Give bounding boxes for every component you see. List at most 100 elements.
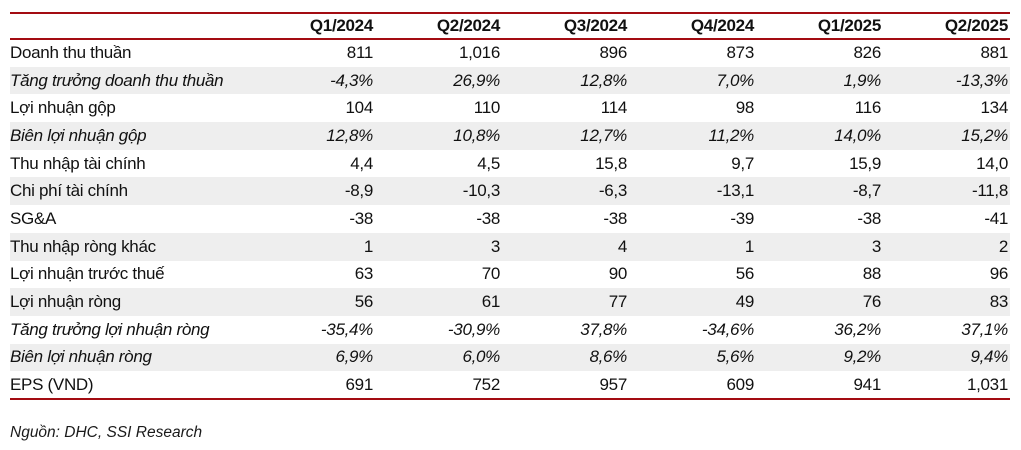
cell-value: 104 <box>345 98 374 118</box>
cell-value: 88 <box>862 264 882 284</box>
cell-value: 896 <box>599 43 628 63</box>
cell-value: -34,6% <box>701 319 754 339</box>
cell-value: 36,2% <box>834 319 881 339</box>
cell-value: 1 <box>363 236 373 256</box>
cell-value: 56 <box>735 264 755 284</box>
cell-value: -10,3 <box>462 181 501 201</box>
cell-value: 12,8% <box>580 70 627 90</box>
row-label: Doanh thu thuần <box>10 43 132 63</box>
cell-value: 4 <box>617 236 627 256</box>
cell-value: 14,0 <box>976 153 1008 173</box>
cell-value: 5,6% <box>716 347 754 367</box>
table-row: Thu nhập tài chính 4,4 4,5 15,8 9,7 15,9 14,0 <box>10 150 1010 178</box>
cell-value: 98 <box>735 98 755 118</box>
cell-value: 1 <box>744 236 754 256</box>
row-label: Thu nhập ròng khác <box>10 236 156 256</box>
cell-value: 2 <box>998 236 1008 256</box>
cell-value: 26,9% <box>453 70 500 90</box>
cell-value: 957 <box>599 374 628 394</box>
cell-value: 110 <box>473 98 501 118</box>
cell-value: -35,4% <box>320 319 373 339</box>
row-label: SG&A <box>10 208 57 228</box>
cell-value: -30,9% <box>447 319 500 339</box>
table-row: Biên lợi nhuận gộp 12,8% 10,8% 12,7% 11,2% 14… <box>10 122 1010 150</box>
row-label: Biên lợi nhuận gộp <box>10 125 147 145</box>
table-row: Lợi nhuận gộp 104 110 114 98 116 134 <box>10 94 1010 122</box>
row-label: Lợi nhuận gộp <box>10 98 116 118</box>
cell-value: 4,5 <box>477 153 500 173</box>
cell-value: 7,0% <box>716 70 754 90</box>
cell-value: -8,9 <box>344 181 373 201</box>
cell-value: -13,3% <box>955 70 1008 90</box>
column-header: Q1/2025 <box>817 15 881 35</box>
row-label: Tăng trưởng lợi nhuận ròng <box>10 319 210 339</box>
cell-value: 1,9% <box>843 70 881 90</box>
cell-value: 37,8% <box>580 319 627 339</box>
cell-value: 609 <box>726 374 755 394</box>
table-row: Lợi nhuận trước thuế 63 70 90 56 88 96 <box>10 261 1010 289</box>
cell-value: -38 <box>349 208 373 228</box>
cell-value: 77 <box>608 292 628 312</box>
cell-value: 15,9 <box>849 153 881 173</box>
cell-value: 49 <box>735 292 755 312</box>
cell-value: 873 <box>726 43 755 63</box>
table-body: Doanh thu thuần 811 1,016 896 873 826 881 Tăng … <box>10 39 1010 399</box>
source-note: Nguồn: DHC, SSI Research <box>10 424 203 441</box>
cell-value: 811 <box>346 43 374 63</box>
cell-value: 116 <box>854 98 882 118</box>
row-label: Thu nhập tài chính <box>10 153 146 173</box>
cell-value: -13,1 <box>716 181 755 201</box>
column-header: Q2/2025 <box>944 15 1008 35</box>
cell-value: 114 <box>600 98 628 118</box>
cell-value: 9,4% <box>970 347 1008 367</box>
table-row: Tăng trưởng lợi nhuận ròng -35,4% -30,9% 37… <box>10 316 1010 344</box>
financial-table-wrap: Q1/2024 Q2/2024 Q3/2024 Q4/2024 Q1/2025 Q2/20… <box>10 12 1010 400</box>
cell-value: 752 <box>472 374 501 394</box>
cell-value: 14,0% <box>834 125 881 145</box>
column-header: Q1/2024 <box>309 15 373 35</box>
cell-value: 826 <box>853 43 882 63</box>
column-header: Q3/2024 <box>563 15 627 35</box>
cell-value: 8,6% <box>589 347 627 367</box>
cell-value: 691 <box>345 374 374 394</box>
corner-header-cell <box>10 13 248 39</box>
table-row: Lợi nhuận ròng 56 61 77 49 76 83 <box>10 288 1010 316</box>
cell-value: -4,3% <box>330 70 373 90</box>
cell-value: 61 <box>481 292 501 312</box>
cell-value: 12,7% <box>580 125 627 145</box>
cell-value: -11,8 <box>972 181 1008 201</box>
table-header-row: Q1/2024 Q2/2024 Q3/2024 Q4/2024 Q1/2025 Q2/20… <box>10 13 1010 39</box>
cell-value: 12,8% <box>326 125 373 145</box>
cell-value: 6,9% <box>335 347 373 367</box>
cell-value: -38 <box>603 208 627 228</box>
column-header: Q4/2024 <box>690 15 754 35</box>
table-row: Thu nhập ròng khác 1 3 4 1 3 2 <box>10 232 1010 261</box>
table-row: Chi phí tài chính -8,9 -10,3 -6,3 -13,1 -8,7 -… <box>10 177 1010 206</box>
row-label: EPS (VND) <box>10 374 94 394</box>
row-label: Lợi nhuận trước thuế <box>10 264 165 284</box>
cell-value: -41 <box>984 208 1008 228</box>
table-row: EPS (VND) 691 752 957 609 941 1,031 <box>10 371 1010 399</box>
cell-value: 76 <box>862 292 882 312</box>
cell-value: 90 <box>608 264 628 284</box>
cell-value: 96 <box>989 264 1009 284</box>
table-row: Tăng trưởng doanh thu thuần -4,3% 26,9% 12,… <box>10 66 1010 95</box>
cell-value: -38 <box>857 208 881 228</box>
cell-value: 15,2% <box>961 125 1008 145</box>
cell-value: 134 <box>980 98 1009 118</box>
cell-value: -38 <box>476 208 500 228</box>
table-row: SG&A -38 -38 -38 -39 -38 -41 <box>10 205 1010 233</box>
cell-value: 3 <box>490 236 500 256</box>
cell-value: 56 <box>354 292 374 312</box>
cell-value: 11,2% <box>708 125 755 145</box>
cell-value: 1,031 <box>966 374 1008 394</box>
cell-value: 37,1% <box>961 319 1008 339</box>
cell-value: 881 <box>980 43 1009 63</box>
quarterly-financials-table: Q1/2024 Q2/2024 Q3/2024 Q4/2024 Q1/2025 Q2/20… <box>10 12 1010 400</box>
cell-value: 4,4 <box>350 153 373 173</box>
cell-value: 70 <box>481 264 501 284</box>
cell-value: 10,8% <box>453 125 500 145</box>
row-label: Tăng trưởng doanh thu thuần <box>10 70 224 90</box>
column-header: Q2/2024 <box>436 15 500 35</box>
row-label: Chi phí tài chính <box>10 181 128 201</box>
